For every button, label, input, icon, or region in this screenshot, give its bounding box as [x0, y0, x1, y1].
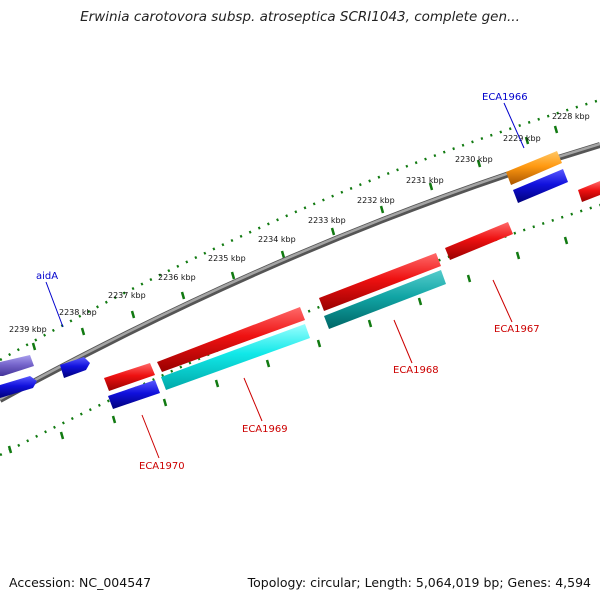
- label-ECA1970[interactable]: ECA1970: [139, 461, 185, 472]
- tick-label-2229: 2229 kbp: [503, 134, 541, 143]
- leader-ECA1968: [393, 319, 413, 364]
- reverse-strand-genes: [0, 169, 568, 409]
- gene-reverse-blue-left[interactable]: [0, 376, 37, 398]
- map-title: Erwinia carotovora subsp. atroseptica SC…: [80, 9, 520, 25]
- tick-label-2237: 2237 kbp: [108, 291, 146, 300]
- gene-ECA1970-forward[interactable]: [104, 363, 155, 391]
- genome-summary-text: Topology: circular; Length: 5,064,019 bp…: [247, 575, 591, 590]
- label-aidA[interactable]: aidA: [36, 271, 58, 282]
- major-ticks: [31, 125, 559, 351]
- gene-labels: ECA1966 aidA ECA1967 ECA1968 ECA1969 ECA…: [36, 92, 540, 472]
- leader-ECA1967: [492, 279, 513, 323]
- tick-labels: 2228 kbp 2229 kbp 2230 kbp 2231 kbp 2232…: [9, 112, 590, 334]
- label-ECA1969[interactable]: ECA1969: [242, 424, 288, 435]
- leader-ECA1966: [503, 102, 525, 149]
- label-leaders: [45, 102, 525, 459]
- gene-forward-red-edge[interactable]: [578, 181, 600, 202]
- gene-forward-purple[interactable]: [0, 355, 34, 376]
- gene-ECA1969[interactable]: [161, 324, 310, 390]
- tick-label-2231: 2231 kbp: [406, 176, 444, 185]
- tick-label-2232: 2232 kbp: [357, 196, 395, 205]
- gene-ECA1970-reverse[interactable]: [108, 380, 160, 409]
- leader-ECA1969: [243, 377, 263, 422]
- tick-label-2234: 2234 kbp: [258, 235, 296, 244]
- forward-strand-genes: [0, 151, 600, 391]
- gene-ECA1966[interactable]: [506, 151, 562, 185]
- accession-text: Accession: NC_004547: [9, 575, 152, 590]
- gene-ECA1967[interactable]: [445, 222, 513, 260]
- gene-aidA[interactable]: [60, 357, 90, 378]
- leader-aidA: [45, 281, 64, 328]
- label-ECA1968[interactable]: ECA1968: [393, 365, 439, 376]
- gene-ECA1966-reverse[interactable]: [513, 169, 568, 203]
- tick-label-2233: 2233 kbp: [308, 216, 346, 225]
- gene-ECA1968[interactable]: [324, 270, 446, 329]
- gene-ECA1969-forward[interactable]: [157, 307, 305, 372]
- label-ECA1967[interactable]: ECA1967: [494, 324, 540, 335]
- tick-label-2230: 2230 kbp: [455, 155, 493, 164]
- label-ECA1966[interactable]: ECA1966: [482, 92, 528, 103]
- tick-label-2235: 2235 kbp: [208, 254, 246, 263]
- tick-label-2239: 2239 kbp: [9, 325, 47, 334]
- tick-label-2228: 2228 kbp: [552, 112, 590, 121]
- tick-label-2236: 2236 kbp: [158, 273, 196, 282]
- leader-ECA1970: [141, 414, 160, 459]
- tick-label-2238: 2238 kbp: [59, 308, 97, 317]
- gene-ECA1968-forward[interactable]: [319, 253, 441, 311]
